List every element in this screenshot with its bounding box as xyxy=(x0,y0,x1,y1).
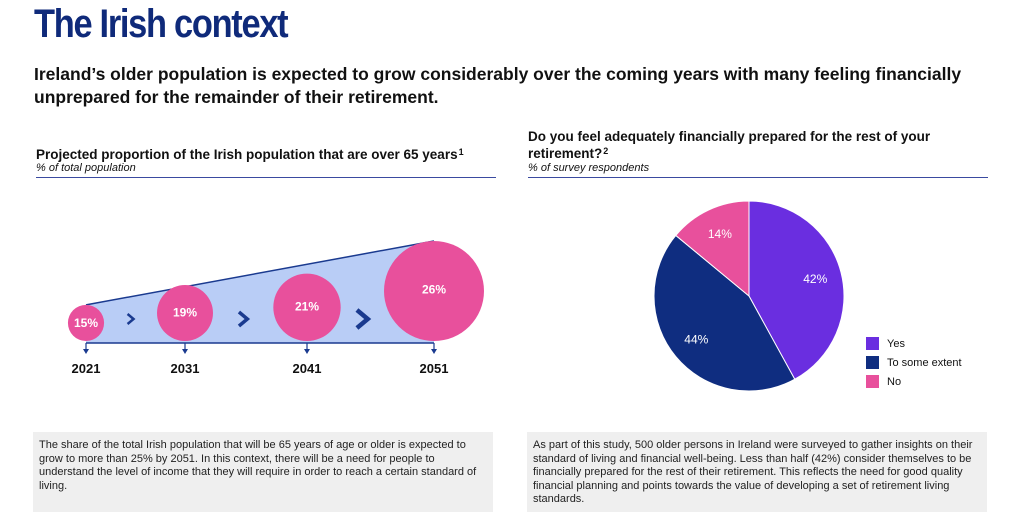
legend-item: Yes xyxy=(866,334,962,353)
pie-slice-label: 44% xyxy=(684,333,708,347)
pie-slice-no xyxy=(675,200,750,298)
bubble-value-label: 26% xyxy=(422,283,446,297)
legend-swatch xyxy=(866,337,879,350)
pie-slice-label: 42% xyxy=(803,272,827,286)
page-subtitle: Ireland’s older population is expected t… xyxy=(34,64,962,107)
year-tick-label: 2041 xyxy=(293,361,322,376)
pie-legend: Yes To some extent No xyxy=(866,334,962,391)
year-tick-label: 2051 xyxy=(420,361,449,376)
legend-item: To some extent xyxy=(866,353,962,372)
bubble-value-label: 19% xyxy=(173,306,197,320)
left-chart-title: Projected proportion of the Irish popula… xyxy=(36,146,464,163)
chevron-right-icon xyxy=(237,310,251,328)
bubble-value-label: 21% xyxy=(295,300,319,314)
legend-label: Yes xyxy=(887,337,905,350)
chevron-right-icon xyxy=(126,313,136,325)
bubble-2041 xyxy=(273,273,341,341)
left-chart-unit: % of total population xyxy=(36,162,136,174)
right-chart-unit: % of survey respondents xyxy=(528,162,650,174)
year-tick-label: 2031 xyxy=(171,361,200,376)
legend-label: No xyxy=(887,375,902,388)
right-divider xyxy=(528,177,988,178)
arrow-down-icon xyxy=(304,349,310,354)
legend-swatch xyxy=(866,375,879,388)
legend-item: No xyxy=(866,372,962,391)
pie-slice-to-some-extent xyxy=(653,234,796,392)
bubble-2021 xyxy=(67,304,105,341)
arrow-down-icon xyxy=(83,349,89,354)
pie-slice-yes xyxy=(748,200,845,380)
bubble-2051 xyxy=(384,241,484,341)
arrow-down-icon xyxy=(182,349,188,354)
right-chart-title-text: Do you feel adequately financially prepa… xyxy=(528,129,931,161)
left-divider xyxy=(36,177,496,178)
right-footnote-marker: 2 xyxy=(603,146,609,156)
pie-slice-label: 14% xyxy=(708,227,732,241)
page-title: The Irish context xyxy=(34,2,289,46)
band-top-edge xyxy=(85,240,435,306)
arrow-down-icon xyxy=(431,349,437,354)
legend-label: To some extent xyxy=(887,356,962,369)
right-note: As part of this study, 500 older persons… xyxy=(527,432,987,512)
bubble-2031 xyxy=(157,285,213,341)
left-note: The share of the total Irish population … xyxy=(33,432,493,512)
left-footnote-marker: 1 xyxy=(458,147,464,157)
year-tick-label: 2021 xyxy=(72,361,101,376)
chevron-right-icon xyxy=(355,308,372,330)
right-chart-title: Do you feel adequately financially prepa… xyxy=(528,128,968,162)
left-chart-title-text: Projected proportion of the Irish popula… xyxy=(36,147,458,162)
bubble-value-label: 15% xyxy=(74,316,98,330)
legend-swatch xyxy=(866,356,879,369)
